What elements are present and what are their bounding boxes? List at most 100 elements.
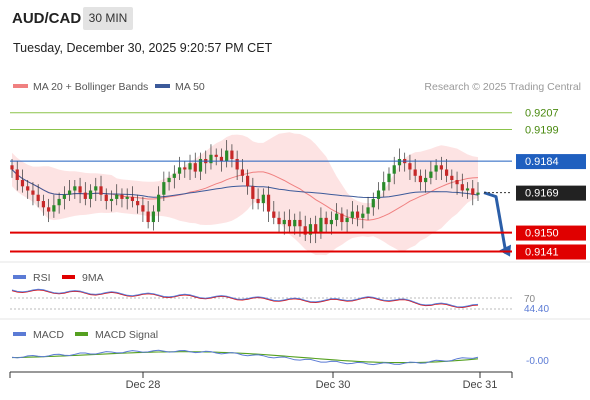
candle-body [188, 163, 192, 170]
candle-body [167, 177, 171, 183]
ma50-legend-label: MA 50 [175, 81, 205, 93]
candle-body [329, 219, 333, 225]
candle-body [355, 211, 360, 218]
chart-datetime: Tuesday, December 30, 2025 9:20:57 PM CE… [13, 41, 273, 55]
candle-body [319, 217, 323, 233]
candle-body [214, 154, 218, 157]
candle-body [125, 196, 129, 199]
candle-body [465, 188, 470, 191]
rsi-panel [10, 288, 512, 310]
candle-body [424, 177, 428, 183]
candle-body [177, 167, 182, 174]
rsi-ma-line [11, 289, 479, 309]
candle-body [15, 169, 19, 180]
candle-body [146, 211, 150, 223]
candle-body [287, 219, 292, 227]
rsi-tick-70: 70 [524, 294, 536, 305]
macd-panel [11, 349, 479, 366]
rsi-ma-legend-label: 9MA [82, 272, 104, 284]
rsi-value-label: 44.40 [524, 304, 549, 315]
ma20-legend-label: MA 20 + Bollinger Bands [33, 81, 148, 93]
support-label: 0.9141 [525, 246, 559, 258]
x-tick-label: Dec 31 [463, 379, 498, 391]
candle-body [230, 150, 234, 159]
candle-body [172, 173, 176, 178]
support-label-box [516, 244, 586, 260]
candle-body [397, 158, 402, 166]
candle-body [413, 169, 417, 176]
resistance-label: 0.9199 [525, 125, 559, 137]
candle-body [225, 150, 229, 162]
candle-body [235, 158, 239, 170]
candle-body [277, 217, 281, 225]
research-credit: Research © 2025 Trading Central [424, 81, 581, 93]
resistance-label: 0.9207 [525, 108, 559, 120]
candle-body [272, 211, 276, 218]
price-levels: 0.9207 0.9199 0.9184 0.9169 0.9150 0.9141 [10, 108, 586, 260]
rsi-legend-label: RSI [33, 272, 51, 284]
macd-line [11, 349, 479, 366]
candle-body [136, 201, 140, 206]
candle-body [67, 190, 72, 195]
candle-body [408, 163, 412, 170]
candle-body [120, 194, 124, 199]
pivot-label-box [516, 154, 586, 170]
timeframe-badge[interactable]: 30 MIN [83, 7, 133, 30]
candle-body [256, 198, 260, 204]
candle-body [151, 211, 155, 223]
candle-body [345, 217, 349, 223]
symbol-title: AUD/CAD [12, 10, 82, 27]
candle-body [36, 194, 40, 202]
candle-body [434, 165, 438, 172]
macd-legend-swatch [13, 332, 26, 336]
candle-body [324, 217, 328, 225]
candle-body [20, 180, 25, 187]
support-label-box [516, 225, 586, 241]
candle-body [335, 213, 339, 220]
candle-body [314, 224, 318, 233]
candle-body [418, 175, 423, 183]
candle-body [371, 198, 375, 208]
ma20-legend-swatch [13, 84, 28, 88]
candle-body [361, 213, 365, 218]
rsi-line [11, 288, 479, 308]
candle-body [141, 205, 145, 212]
candle-body [130, 196, 135, 202]
candle-body [52, 205, 56, 212]
macd-legend-label: MACD [33, 329, 64, 341]
candle-body [193, 163, 197, 172]
candle-body [308, 224, 313, 235]
macd-value-label: -0.00 [526, 356, 549, 367]
candle-body [476, 192, 480, 195]
candle-body [455, 180, 459, 185]
candle-body [429, 171, 433, 178]
candle-body [162, 182, 166, 195]
candle-body [387, 173, 391, 183]
candle-body [31, 190, 35, 195]
rsi-legend-swatch [13, 275, 26, 279]
candle-body [183, 167, 187, 170]
candle-body [83, 192, 87, 199]
candle-body [62, 194, 66, 199]
candle-body [382, 182, 386, 191]
candle-body [282, 219, 286, 225]
candle-body [157, 194, 161, 212]
candle-body [88, 190, 93, 199]
candle-body [439, 165, 443, 170]
candle-body [26, 186, 30, 191]
candle-body [293, 219, 297, 227]
macd-signal-line [11, 351, 479, 364]
candle-body [240, 169, 244, 176]
macd-signal-legend-swatch [75, 332, 88, 336]
candle-body [471, 188, 475, 195]
support-label: 0.9150 [525, 228, 559, 240]
candle-body [94, 186, 98, 191]
pivot-label: 0.9184 [525, 156, 559, 168]
candle-body [10, 165, 14, 170]
candle-body [450, 175, 454, 180]
macd-signal-legend-label: MACD Signal [95, 329, 158, 341]
candle-body [303, 226, 307, 235]
candle-body [73, 186, 77, 191]
candle-body [78, 186, 82, 193]
